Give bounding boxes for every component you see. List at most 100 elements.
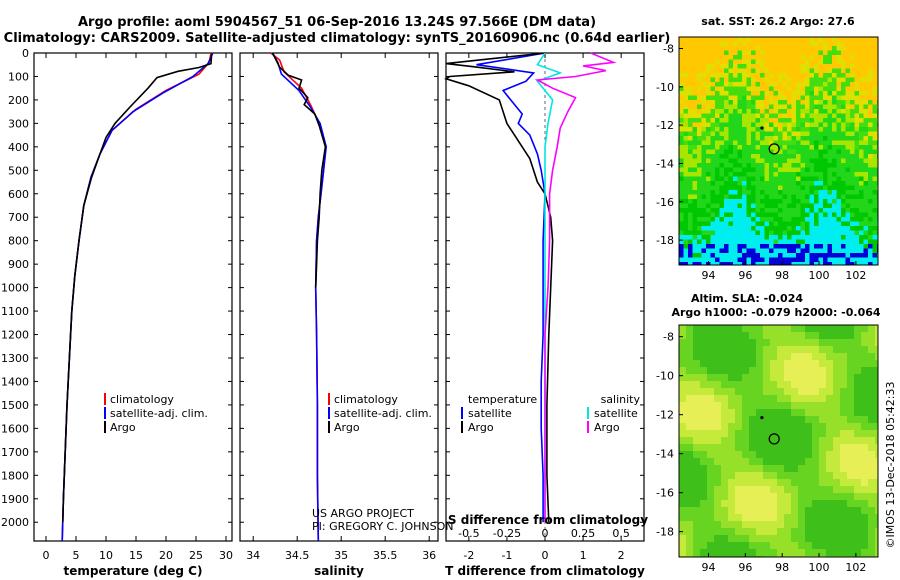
legend-label-satellite: satellite-adj. clim. xyxy=(334,407,432,420)
map-cell xyxy=(679,127,684,132)
map-cell xyxy=(773,226,779,231)
map-cell xyxy=(872,217,878,222)
map-cell xyxy=(805,381,813,389)
map-cell xyxy=(832,230,837,236)
map-cell xyxy=(836,235,842,240)
map-cell xyxy=(791,109,797,114)
map-cell xyxy=(823,104,828,110)
map-cell xyxy=(688,136,693,141)
map-cell xyxy=(728,226,734,231)
map-cell xyxy=(735,437,743,445)
map-cell xyxy=(683,235,689,240)
map-cell xyxy=(683,59,689,65)
map-cell xyxy=(812,493,820,501)
map-cell xyxy=(832,73,837,78)
map-cell xyxy=(812,472,820,480)
map-cell xyxy=(827,253,833,258)
map-cell xyxy=(836,212,842,218)
map-cell xyxy=(710,163,716,168)
map-cell xyxy=(778,104,783,110)
map-cell xyxy=(796,77,801,83)
map-cell xyxy=(770,395,778,403)
map-cell xyxy=(845,154,851,159)
map-cell xyxy=(715,203,720,209)
sla-map-title-line1: Altim. SLA: -0.024 xyxy=(691,292,803,305)
map-cell xyxy=(746,194,752,200)
map-cell xyxy=(863,226,869,231)
map-cell xyxy=(814,86,819,92)
map-cell xyxy=(854,154,860,159)
map-cell xyxy=(841,149,846,155)
map-cell xyxy=(715,158,720,164)
map-cell xyxy=(697,122,702,128)
map-cell xyxy=(737,221,743,227)
map-cell xyxy=(692,127,698,132)
map-cell xyxy=(809,167,815,173)
map-cell xyxy=(746,235,752,240)
x-tick-label: 15 xyxy=(129,549,143,562)
map-cell xyxy=(861,381,869,389)
map-cell xyxy=(686,409,694,417)
map-cell xyxy=(683,109,689,114)
map-cell xyxy=(742,244,747,249)
map-cell xyxy=(809,226,815,231)
map-cell xyxy=(749,416,757,424)
map-cell xyxy=(812,353,820,361)
map-cell xyxy=(791,95,797,101)
map-cell xyxy=(850,190,855,195)
map-cell xyxy=(710,131,716,137)
map-cell xyxy=(773,104,779,110)
map-cell xyxy=(832,100,837,105)
map-cell xyxy=(746,86,752,92)
map-cell xyxy=(688,104,693,110)
map-cell xyxy=(796,194,801,200)
map-cell xyxy=(760,136,765,141)
map-cell xyxy=(742,248,747,254)
map-cell xyxy=(854,104,860,110)
map-cell xyxy=(701,226,707,231)
depth-tick-label: 900 xyxy=(8,258,29,271)
map-cell xyxy=(845,113,851,119)
map-cell xyxy=(737,212,743,218)
map-cell xyxy=(800,82,806,87)
map-cell xyxy=(827,100,833,105)
map-cell xyxy=(818,136,824,141)
map-cell xyxy=(791,154,797,159)
map-cell xyxy=(742,416,750,424)
map-cell xyxy=(805,64,810,69)
map-cell xyxy=(714,374,722,382)
map-cell xyxy=(755,136,761,141)
map-cell xyxy=(787,203,792,209)
map-cell xyxy=(697,203,702,209)
map-cell xyxy=(872,212,878,218)
map-cell xyxy=(706,208,711,213)
map-cell xyxy=(832,86,837,92)
map-cell xyxy=(778,248,783,254)
map-cell xyxy=(872,253,878,258)
depth-tick-label: 1600 xyxy=(1,422,29,435)
map-cell xyxy=(728,127,734,132)
map-cell xyxy=(746,118,752,123)
map-cell xyxy=(782,208,788,213)
map-cell xyxy=(859,154,864,159)
map-cell xyxy=(809,82,815,87)
map-cell xyxy=(755,208,761,213)
map-cell xyxy=(791,163,797,168)
map-cell xyxy=(791,37,797,42)
map-cell xyxy=(841,235,846,240)
map-cell xyxy=(827,262,833,265)
map-cell xyxy=(686,444,694,452)
map-cell xyxy=(787,127,792,132)
map-cell xyxy=(715,104,720,110)
map-cell xyxy=(847,486,855,494)
map-cell xyxy=(700,374,708,382)
map-cell xyxy=(791,542,799,550)
map-cell xyxy=(863,145,869,150)
map-cell xyxy=(812,388,820,396)
map-cell xyxy=(763,430,771,438)
map-cell xyxy=(778,50,783,56)
map-cell xyxy=(787,185,792,191)
map-cell xyxy=(868,208,873,213)
map-cell xyxy=(737,190,743,195)
map-cell xyxy=(764,122,770,128)
